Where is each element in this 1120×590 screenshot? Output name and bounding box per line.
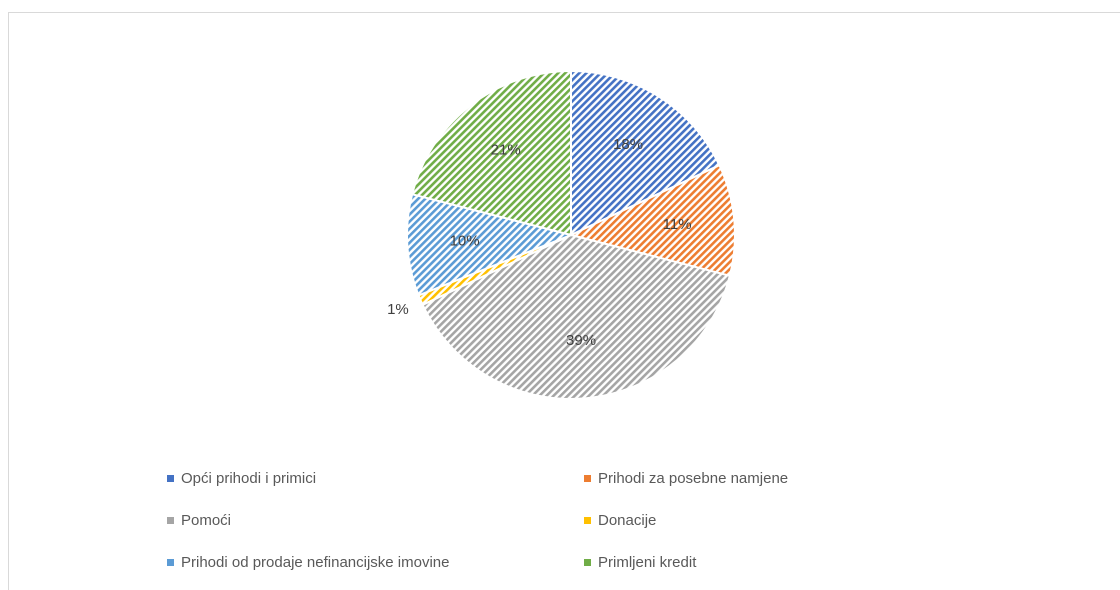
legend-label: Prihodi za posebne namjene: [598, 470, 788, 487]
legend-label: Primljeni kredit: [598, 554, 697, 571]
legend-label: Pomoći: [181, 512, 231, 529]
data-label: 39%: [566, 332, 596, 349]
legend-label: Donacije: [598, 512, 656, 529]
data-label: 18%: [613, 136, 643, 153]
data-label: 10%: [450, 233, 480, 250]
legend-swatch: [584, 559, 591, 566]
pie-slice: [406, 192, 575, 297]
data-label: 11%: [663, 216, 692, 233]
legend-swatch: [167, 475, 174, 482]
legend-swatch: [584, 475, 591, 482]
pie-slice: [570, 69, 721, 237]
pie-slice: [421, 233, 732, 400]
legend-label: Opći prihodi i primici: [181, 470, 316, 487]
legend-swatch: [167, 517, 174, 524]
legend-swatch: [167, 559, 174, 566]
chart-frame: [8, 12, 1120, 590]
pie-slice: [410, 69, 572, 237]
legend-swatch: [584, 517, 591, 524]
data-label: 21%: [491, 142, 521, 159]
legend-label: Prihodi od prodaje nefinancijske imovine: [181, 554, 450, 571]
pie-slice: [568, 163, 736, 278]
data-label: 1%: [387, 301, 409, 318]
